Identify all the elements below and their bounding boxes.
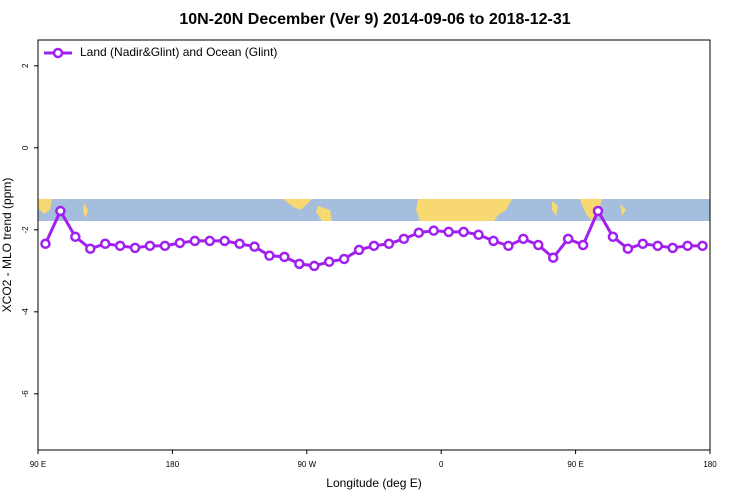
x-axis-label: Longitude (deg E) — [326, 476, 421, 490]
data-point — [562, 233, 574, 245]
data-point — [697, 240, 708, 252]
data-point — [383, 238, 395, 250]
x-tick-label: 90 E — [567, 460, 583, 469]
data-point — [129, 242, 141, 254]
data-point — [40, 238, 51, 250]
data-point — [279, 251, 290, 263]
x-tick-label: 90 E — [30, 460, 46, 469]
data-point — [264, 250, 275, 261]
data-point — [547, 252, 559, 263]
data-point — [533, 239, 544, 251]
data-point — [309, 260, 320, 272]
data-point — [518, 233, 529, 245]
data-point — [503, 240, 514, 252]
x-tick-label: 90 W — [297, 460, 316, 469]
data-point — [592, 205, 604, 217]
land — [580, 199, 602, 221]
ocean — [38, 199, 710, 221]
data-point — [159, 240, 171, 252]
data-point — [682, 240, 693, 252]
y-tick-label: -4 — [21, 308, 30, 316]
y-tick-label: 0 — [21, 145, 30, 150]
y-axis-label: XCO2 - MLO trend (ppm) — [0, 178, 14, 313]
data-point — [622, 243, 634, 254]
data-point — [99, 238, 111, 250]
data-point — [219, 235, 230, 247]
land — [416, 199, 512, 221]
land — [38, 199, 52, 214]
map-band — [38, 199, 710, 221]
data-point — [413, 227, 425, 238]
land — [83, 203, 88, 218]
data-point — [577, 239, 589, 251]
data-point — [607, 231, 619, 243]
chart-title: 10N-20N December (Ver 9) 2014-09-06 to 2… — [179, 11, 570, 28]
data-point — [338, 253, 350, 265]
land — [316, 206, 332, 221]
y-tick-label: -2 — [21, 226, 30, 234]
data-point — [667, 242, 678, 254]
data-point — [144, 240, 156, 252]
data-point — [368, 240, 380, 252]
data-point — [114, 240, 126, 252]
data-point — [637, 238, 649, 250]
data-point — [398, 233, 410, 245]
land — [283, 199, 312, 210]
data-point — [473, 229, 484, 240]
data-point — [428, 225, 439, 236]
x-tick-label: 180 — [166, 460, 180, 469]
data-point — [204, 235, 215, 247]
data-point — [488, 235, 499, 247]
y-tick-label: 2 — [21, 63, 30, 68]
data-point — [458, 226, 469, 238]
data-point — [652, 240, 663, 252]
legend-label: Land (Nadir&Glint) and Ocean (Glint) — [80, 45, 277, 59]
data-point — [234, 238, 245, 250]
data-point — [443, 226, 454, 238]
y-tick-label: -6 — [21, 390, 30, 398]
land — [620, 204, 626, 216]
data-point — [353, 244, 365, 256]
data-point — [85, 243, 96, 254]
data-point — [294, 258, 305, 270]
x-tick-label: 180 — [703, 460, 717, 469]
data-point — [70, 231, 81, 243]
data-point — [174, 237, 186, 249]
land — [552, 201, 558, 216]
data-point — [249, 241, 260, 252]
data-point — [189, 235, 201, 247]
plot-frame — [37, 39, 711, 451]
data-point — [55, 205, 66, 217]
legend-marker — [52, 47, 64, 59]
x-tick-label: 0 — [439, 460, 444, 469]
data-point — [323, 256, 335, 268]
